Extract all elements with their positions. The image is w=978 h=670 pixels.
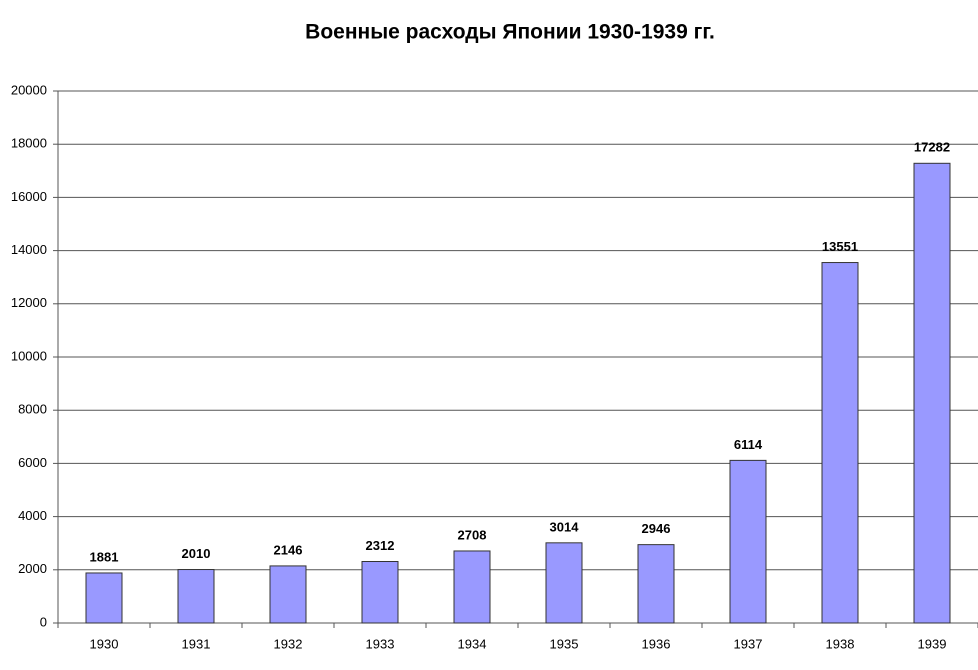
y-tick-label: 18000 (11, 136, 47, 151)
x-tick-label: 1931 (182, 636, 211, 651)
y-tick-label: 20000 (11, 82, 47, 97)
y-tick-label: 0 (40, 614, 47, 629)
y-tick-label: 8000 (18, 402, 47, 417)
data-label: 2708 (458, 527, 487, 542)
y-tick-label: 16000 (11, 189, 47, 204)
x-tick-label: 1936 (642, 636, 671, 651)
x-tick-label: 1937 (734, 636, 763, 651)
data-label: 1881 (90, 549, 119, 564)
y-tick-label: 14000 (11, 242, 47, 257)
chart-title: Военные расходы Японии 1930-1939 гг. (305, 21, 715, 44)
bar (821, 262, 859, 624)
bar (361, 561, 399, 624)
bar (637, 544, 675, 624)
bar (913, 162, 951, 624)
bar (453, 550, 491, 624)
data-label: 17282 (914, 140, 950, 155)
x-tick-label: 1932 (274, 636, 303, 651)
data-label: 6114 (734, 437, 763, 452)
bar (85, 572, 123, 624)
data-label: 13551 (822, 239, 858, 254)
bar (269, 565, 307, 624)
y-tick-label: 6000 (18, 455, 47, 470)
data-label: 2010 (182, 546, 211, 561)
data-label: 2146 (274, 542, 303, 557)
data-label: 2312 (366, 538, 395, 553)
data-label: 2946 (642, 521, 671, 536)
y-tick-label: 4000 (18, 508, 47, 523)
x-tick-label: 1939 (918, 636, 947, 651)
y-tick-label: 12000 (11, 295, 47, 310)
y-tick-label: 2000 (18, 561, 47, 576)
data-label: 3014 (550, 519, 580, 534)
bar (177, 569, 215, 624)
x-tick-label: 1933 (366, 636, 395, 651)
x-tick-label: 1938 (826, 636, 855, 651)
x-tick-label: 1930 (90, 636, 119, 651)
bar (545, 542, 583, 624)
bar (729, 459, 767, 624)
y-tick-label: 10000 (11, 348, 47, 363)
x-tick-label: 1935 (550, 636, 579, 651)
x-tick-label: 1934 (458, 636, 487, 651)
